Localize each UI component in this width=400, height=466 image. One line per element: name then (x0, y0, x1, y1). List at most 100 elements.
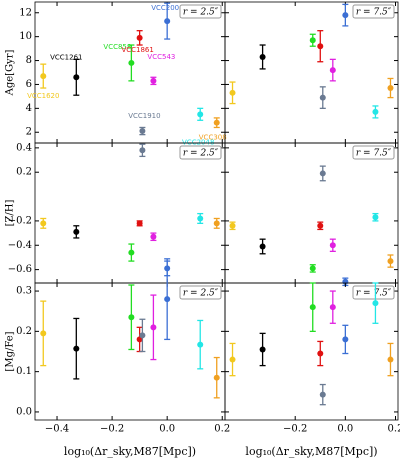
point (197, 111, 204, 118)
y-tick-label: 0.2 (16, 167, 32, 178)
point (40, 73, 47, 80)
galaxy-label: VCC858 (103, 43, 131, 51)
point (342, 336, 349, 343)
x-tick-label: 0.2 (388, 424, 400, 435)
point (197, 341, 204, 348)
x-tick-label: −0.2 (283, 424, 307, 435)
galaxy-label: VCC543 (147, 53, 175, 61)
point (317, 350, 324, 357)
x-tick-label: −0.4 (45, 424, 69, 435)
annotation: r = 7.5″ (356, 149, 392, 159)
x-tick-label: 0.0 (337, 424, 353, 435)
y-tick-label: 0.1 (16, 366, 32, 377)
point (73, 228, 80, 235)
y-tick-label: 10 (19, 31, 32, 42)
annotation-box (352, 285, 395, 300)
point (317, 43, 324, 50)
galaxy-label: VCC308 (199, 134, 227, 142)
point (139, 332, 146, 339)
point (139, 147, 146, 154)
point (372, 108, 379, 115)
panel-frame (34, 142, 226, 284)
point (319, 170, 326, 177)
x-tick-label: 0.0 (159, 424, 175, 435)
x-axis-label: log₁₀(Δr_sky,M87[Mpc]) (64, 445, 196, 458)
point (317, 222, 324, 229)
x-tick-label: −0.2 (100, 424, 124, 435)
point (372, 300, 379, 307)
point (136, 220, 143, 227)
y-axis-label: [Mg/Fe] (5, 331, 16, 371)
annotation: r = 2.5″ (183, 149, 219, 159)
annotation-box (179, 285, 222, 300)
y-tick-label: 2 (26, 127, 32, 138)
annotation-box (179, 4, 222, 19)
point (259, 53, 266, 60)
point (164, 296, 171, 303)
point (329, 67, 336, 74)
panel-frame (224, 1, 399, 144)
point (213, 119, 220, 126)
point (73, 345, 80, 352)
panel-frame (224, 142, 399, 284)
galaxy-label: VCC2048 (182, 138, 214, 146)
y-tick-label: 0.0 (16, 406, 32, 417)
point (387, 356, 394, 363)
point (139, 128, 146, 135)
annotation-box (179, 145, 222, 160)
y-tick-label: 0.4 (16, 142, 32, 153)
point (73, 74, 80, 81)
point (40, 330, 47, 337)
galaxy-label: VCC1261 (50, 53, 82, 61)
point (319, 391, 326, 398)
annotation: r = 2.5″ (183, 289, 219, 299)
y-tick-label: 0.2 (16, 326, 32, 337)
point (259, 243, 266, 250)
point (136, 34, 143, 41)
x-axis-label: log₁₀(Δr_sky,M87[Mpc]) (245, 445, 377, 458)
y-axis-label: [Z/H] (5, 199, 16, 226)
point (387, 85, 394, 92)
point (40, 220, 47, 227)
point (128, 314, 135, 321)
point (259, 346, 266, 353)
galaxy-label: VCC1910 (128, 112, 160, 120)
annotation: r = 7.5″ (356, 289, 392, 299)
point (213, 374, 220, 381)
point (309, 37, 316, 44)
y-tick-label: −0.4 (8, 240, 32, 251)
point (329, 242, 336, 249)
y-tick-label: 4 (26, 103, 32, 114)
y-tick-label: 6 (26, 79, 32, 90)
panel-frame (224, 282, 399, 421)
galaxy-label: VCC200 (151, 4, 179, 12)
y-tick-label: 12 (19, 7, 32, 18)
y-tick-label: −0.2 (8, 215, 32, 226)
y-axis-label: Age[Gyr] (5, 50, 16, 97)
point (213, 220, 220, 227)
panel-frame (34, 282, 226, 421)
annotation: r = 2.5″ (183, 8, 219, 18)
point (128, 59, 135, 66)
point (150, 233, 157, 240)
point (229, 356, 236, 363)
point (229, 222, 236, 229)
point (309, 265, 316, 272)
y-tick-label: 0.3 (16, 286, 32, 297)
galaxy-label: VCC1861 (121, 46, 153, 54)
point (387, 258, 394, 265)
point (372, 214, 379, 221)
point (150, 324, 157, 331)
annotation-box (352, 4, 395, 19)
annotation-box (352, 145, 395, 160)
panel-frame (34, 1, 226, 144)
galaxy-label: VCC1620 (27, 92, 59, 100)
point (342, 12, 349, 19)
point (197, 215, 204, 222)
point (150, 77, 157, 84)
point (329, 304, 336, 311)
point (128, 249, 135, 256)
point (309, 304, 316, 311)
x-tick-label: 0.2 (214, 424, 230, 435)
